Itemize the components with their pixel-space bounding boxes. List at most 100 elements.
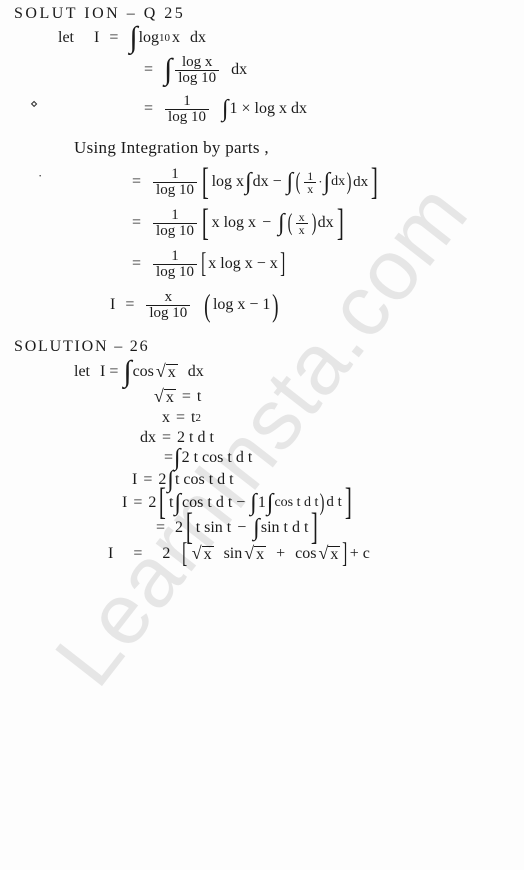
term-b: sin t d t xyxy=(261,519,309,537)
integral-icon: ∫ xyxy=(245,175,252,189)
let-label: let xyxy=(58,29,74,47)
right-paren-icon: ) xyxy=(347,176,352,188)
integral-icon: ∫ xyxy=(164,61,172,79)
sq: 2 xyxy=(195,412,201,424)
dx: dx xyxy=(253,173,269,191)
fraction: 1 log 10 xyxy=(153,167,197,198)
eq: = xyxy=(144,100,153,118)
stray-mark-1: ⋄ xyxy=(30,96,38,112)
fraction: x x xyxy=(296,211,308,236)
var-I: I xyxy=(94,29,99,47)
two: 2 xyxy=(162,545,170,563)
right-bracket-icon: ] xyxy=(342,547,347,561)
q25-line3: = 1 log 10 ∫ 1 × log x dx xyxy=(14,94,520,125)
sin: sin xyxy=(224,545,243,563)
term-a: t sin t xyxy=(196,519,232,537)
q25-line4: = 1 log 10 [ log x ∫ dx − ∫ ( 1 x · ∫ dx… xyxy=(14,167,520,198)
q26-line8: = 2 [ t sin t − ∫ sin t d t ] xyxy=(14,518,520,537)
radicand: x xyxy=(166,364,178,381)
eq: = xyxy=(132,255,141,273)
right-paren-icon: ) xyxy=(320,497,325,509)
body: x log x − x xyxy=(208,255,277,273)
radicand: x xyxy=(254,546,266,563)
integral-icon: ∫ xyxy=(174,451,181,465)
eq: = xyxy=(133,494,142,512)
two: 2 xyxy=(175,519,183,537)
minus: − xyxy=(262,214,271,232)
term-a: t xyxy=(169,494,173,512)
q26-line4: dx = 2 t d t xyxy=(14,429,520,447)
right-bracket-icon: ] xyxy=(371,173,378,192)
sqrt-icon: x xyxy=(190,543,214,564)
numerator: 1 xyxy=(180,94,194,109)
q25-line1: let I = ∫ log10 x dx xyxy=(14,29,520,47)
dx: dx xyxy=(190,29,206,47)
eq: = xyxy=(109,29,118,47)
left-bracket-icon: [ xyxy=(201,257,206,271)
integral-icon: ∫ xyxy=(222,102,229,116)
left-paren-icon: ( xyxy=(296,176,301,188)
body: log x − 1 xyxy=(213,296,270,314)
dx: dx xyxy=(331,174,345,190)
q26-line6: I = 2 ∫ t cos t d t xyxy=(14,471,520,489)
numerator: 1 xyxy=(304,170,316,182)
lhs: x xyxy=(162,409,170,427)
left-bracket-icon: [ xyxy=(159,493,166,512)
left-bracket-icon: [ xyxy=(186,518,193,537)
eq: = xyxy=(132,173,141,191)
radicand: x xyxy=(164,389,176,406)
body: t cos t d t xyxy=(175,471,234,489)
denominator: log 10 xyxy=(165,109,209,125)
q26-line9: I = 2 [ x sin x + cos x ] + c xyxy=(14,543,520,564)
rhs: 2 t d t xyxy=(177,429,214,447)
denominator: log 10 xyxy=(146,305,190,321)
right-bracket-icon: ] xyxy=(280,257,285,271)
denominator: x xyxy=(304,182,316,195)
sub10: 10 xyxy=(159,32,170,44)
rhs: t xyxy=(197,388,201,406)
q26-line1: let I = ∫ cos x dx xyxy=(14,361,520,382)
dt: d t xyxy=(326,494,341,511)
term: log x xyxy=(212,173,244,191)
var-I: I xyxy=(110,296,115,314)
term: x log x xyxy=(212,214,256,232)
minus: − xyxy=(273,173,282,191)
q26-heading: SOLUTION – 26 xyxy=(14,339,520,356)
q25-heading: SOLUT ION – Q 25 xyxy=(14,6,520,23)
fraction: log x log 10 xyxy=(175,55,219,86)
left-paren-icon: ( xyxy=(204,297,210,313)
left-bracket-icon: [ xyxy=(182,547,187,561)
sqrt-icon: x xyxy=(317,543,341,564)
plus: + xyxy=(276,545,285,563)
numerator: x xyxy=(296,211,308,223)
let-label: let xyxy=(74,363,90,381)
plus-c: + c xyxy=(350,545,370,563)
integral-icon: ∫ xyxy=(278,216,285,230)
numerator: 1 xyxy=(168,249,182,264)
term-c: 1 xyxy=(258,494,266,512)
integral-icon: ∫ xyxy=(250,496,257,510)
integral-icon: ∫ xyxy=(267,496,274,510)
lhs: dx xyxy=(140,429,156,447)
denominator: log 10 xyxy=(153,223,197,239)
var-I: I xyxy=(122,494,127,512)
q25-parts: Using Integration by parts , xyxy=(14,139,520,157)
sqrt-icon: x xyxy=(242,543,266,564)
minus: − xyxy=(236,494,245,512)
right-bracket-icon: ] xyxy=(311,518,318,537)
numerator: 1 xyxy=(168,167,182,182)
q25-line5: = 1 log 10 [ x log x − ∫ ( x x ) dx ] xyxy=(14,208,520,239)
right-paren-icon: ) xyxy=(311,217,316,229)
integral-icon: ∫ xyxy=(123,363,131,381)
q26-line2: x = t xyxy=(14,386,520,407)
integral-icon: ∫ xyxy=(129,29,137,47)
var-I: I xyxy=(108,545,113,563)
right-bracket-icon: ] xyxy=(337,214,344,233)
denominator: log 10 xyxy=(153,264,197,280)
eq: = xyxy=(176,409,185,427)
q25-line7: I = x log 10 ( log x − 1 ) xyxy=(14,290,520,321)
numerator: log x xyxy=(179,55,215,70)
right-paren-icon: ) xyxy=(273,297,279,313)
numerator: x xyxy=(162,290,176,305)
eq: = xyxy=(125,296,134,314)
